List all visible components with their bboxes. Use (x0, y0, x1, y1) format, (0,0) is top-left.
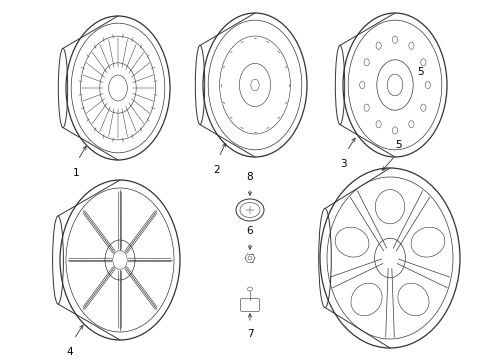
Text: 3: 3 (340, 159, 346, 169)
Text: 7: 7 (246, 329, 253, 339)
Text: 2: 2 (214, 165, 220, 175)
Text: 4: 4 (67, 347, 74, 357)
Text: 5: 5 (394, 140, 401, 150)
Text: 5: 5 (416, 67, 423, 77)
Text: 8: 8 (246, 172, 253, 182)
Text: 6: 6 (246, 226, 253, 236)
Text: 1: 1 (73, 168, 79, 178)
